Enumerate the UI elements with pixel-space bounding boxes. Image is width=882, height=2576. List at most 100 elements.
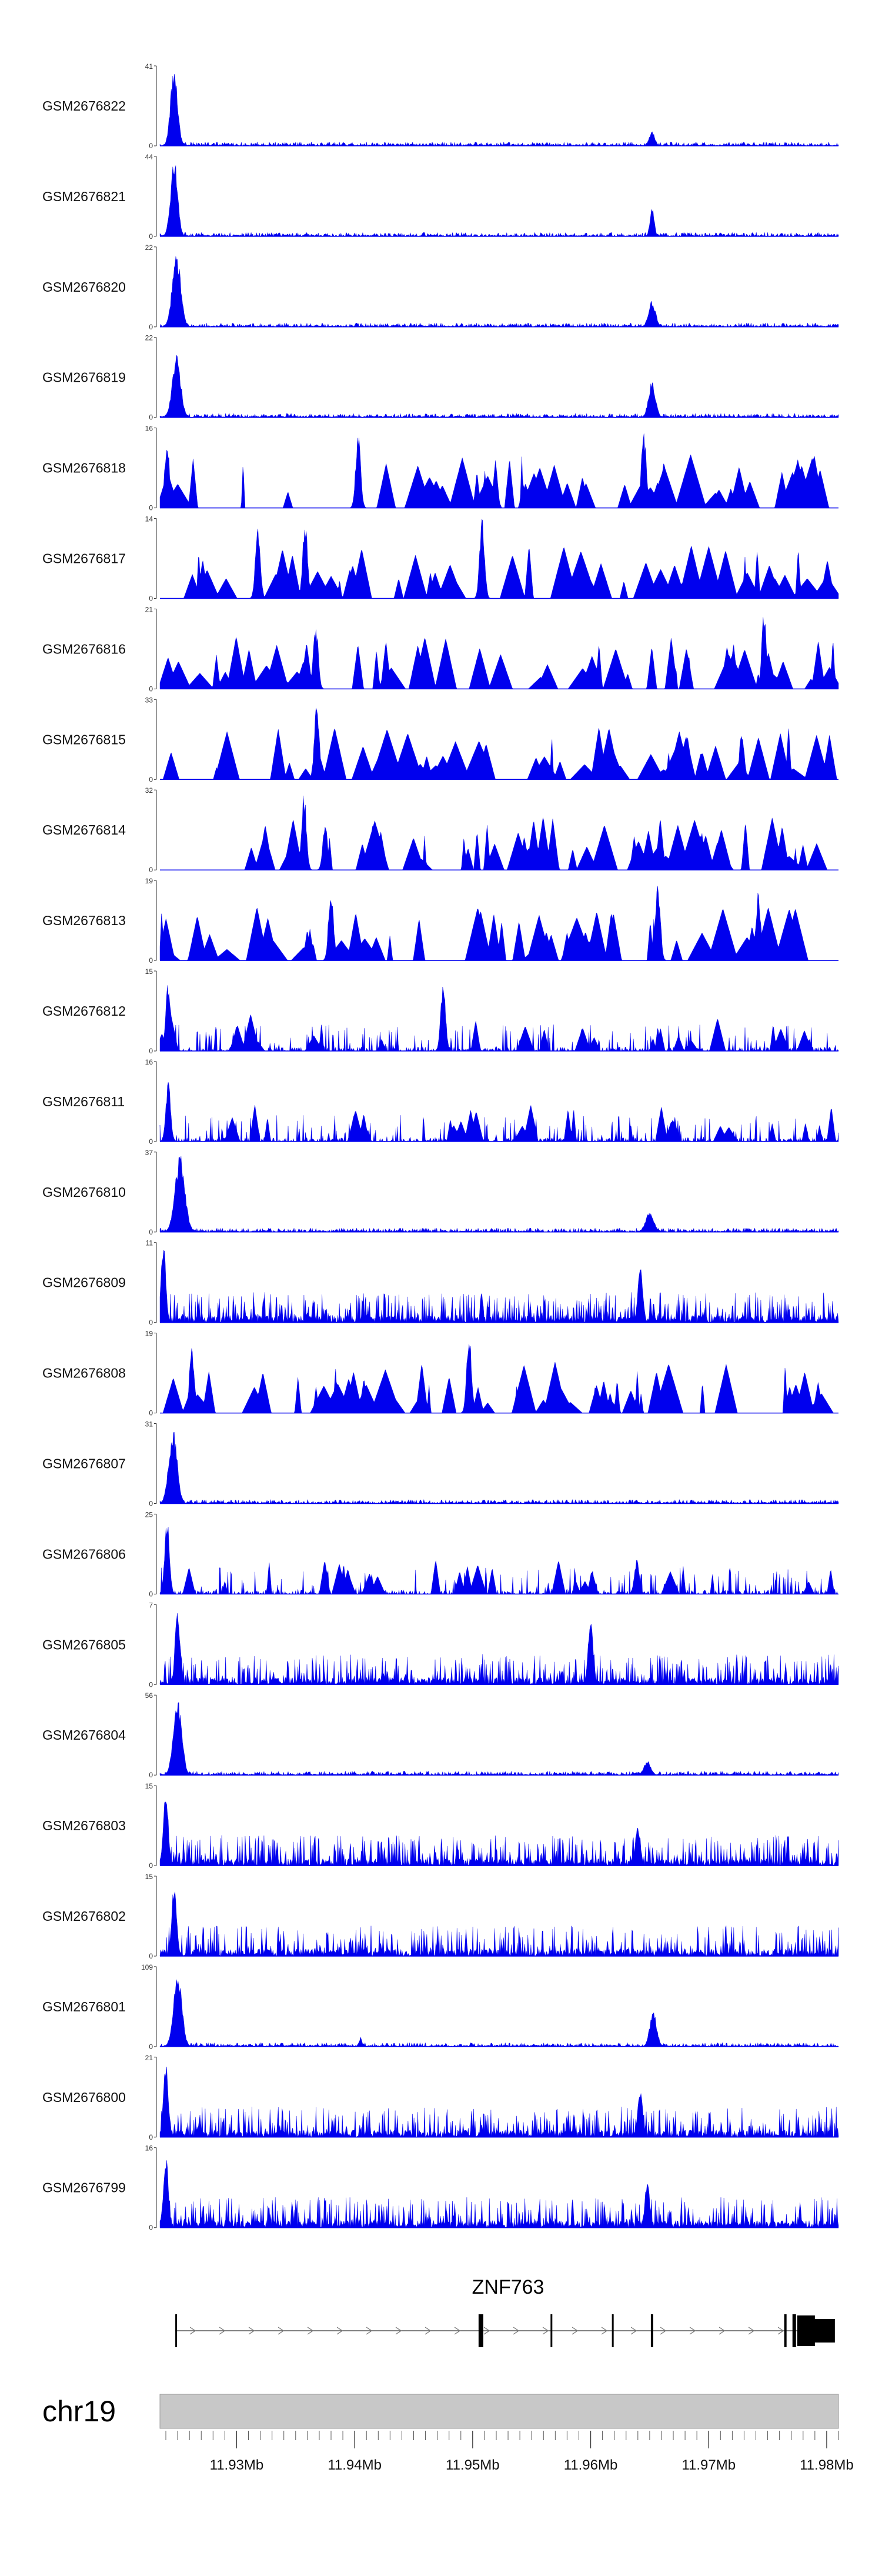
- track-GSM2676811: GSM2676811 16 0: [42, 1058, 839, 1146]
- strand-arrows: [189, 2327, 784, 2335]
- strand-arrow: [366, 2327, 373, 2335]
- y-max-label: 16: [145, 2144, 153, 2153]
- gene-exon: [175, 2314, 178, 2347]
- strand-arrow: [601, 2327, 608, 2335]
- track-label: GSM2676820: [42, 279, 126, 295]
- x-tick-label: 11.98Mb: [800, 2457, 854, 2473]
- track-GSM2676799: GSM2676799 16 0: [42, 2144, 839, 2232]
- y-min-label: 0: [149, 866, 153, 874]
- strand-arrow: [689, 2327, 696, 2335]
- coverage-area: [159, 1891, 839, 1957]
- coverage-area: [159, 1702, 839, 1776]
- track-label: GSM2676812: [42, 1003, 126, 1019]
- strand-arrow: [630, 2327, 637, 2335]
- y-max-label: 19: [145, 1330, 153, 1338]
- track-GSM2676812: GSM2676812 15 0: [42, 967, 839, 1055]
- coverage-area: [159, 433, 838, 508]
- strand-arrow: [336, 2327, 343, 2335]
- y-max-label: 37: [145, 1149, 153, 1157]
- track-GSM2676814: GSM2676814 32 0: [42, 786, 838, 874]
- strand-arrow: [483, 2327, 490, 2335]
- coverage-tracks: GSM2676822410GSM2676821440GSM2676820220G…: [42, 62, 839, 2232]
- track-label: GSM2676815: [42, 732, 126, 747]
- track-label: GSM2676804: [42, 1727, 126, 1743]
- y-min-label: 0: [149, 232, 153, 241]
- y-max-label: 56: [145, 1691, 153, 1700]
- track-label: GSM2676810: [42, 1184, 126, 1200]
- x-tick-label: 11.94Mb: [328, 2457, 382, 2473]
- y-min-label: 0: [149, 775, 153, 783]
- y-min-label: 0: [149, 1409, 153, 1417]
- track-GSM2676815: GSM2676815 33 0: [42, 696, 838, 783]
- x-axis-ticks: 11.93Mb 11.94Mb 11.95Mb 11.96Mb 11.97Mb 11.98…: [165, 2431, 854, 2473]
- y-min-label: 0: [149, 142, 153, 150]
- coverage-area: [159, 2067, 839, 2138]
- track-label: GSM2676800: [42, 2090, 126, 2105]
- track-GSM2676800: GSM2676800 21 0: [42, 2054, 839, 2141]
- track-label: GSM2676813: [42, 913, 126, 928]
- coverage-area: [160, 795, 838, 870]
- strand-arrow: [719, 2327, 726, 2335]
- x-tick-label: 11.95Mb: [446, 2457, 500, 2473]
- y-max-label: 21: [145, 2054, 153, 2062]
- y-max-label: 11: [146, 1239, 153, 1247]
- track-GSM2676807: GSM2676807 31 0: [42, 1420, 839, 1508]
- gene-name-label: ZNF763: [472, 2276, 544, 2298]
- y-min-label: 0: [149, 323, 153, 331]
- strand-arrow: [425, 2327, 432, 2335]
- track-label: GSM2676808: [42, 1366, 126, 1381]
- strand-arrow: [395, 2327, 402, 2335]
- y-max-label: 21: [145, 605, 153, 613]
- track-label: GSM2676822: [42, 98, 126, 114]
- strand-arrow: [748, 2327, 755, 2335]
- strand-arrow: [572, 2327, 579, 2335]
- y-min-label: 0: [149, 504, 153, 512]
- y-max-label: 15: [145, 1782, 153, 1790]
- y-min-label: 0: [149, 1590, 153, 1598]
- y-max-label: 44: [145, 153, 153, 161]
- track-GSM2676804: GSM2676804 56 0: [42, 1691, 839, 1779]
- strand-arrow: [513, 2327, 520, 2335]
- track-GSM2676820: GSM2676820 22 0: [42, 243, 839, 331]
- genome-axis: chr19 11.93Mb 11.94Mb 11.95Mb 11.96Mb 11.97M…: [42, 2394, 854, 2473]
- coverage-area: [159, 1979, 839, 2047]
- gene-track: ZNF763: [175, 2276, 835, 2347]
- coverage-area: [159, 256, 839, 328]
- track-GSM2676808: GSM2676808 19 0: [42, 1330, 838, 1417]
- y-max-label: 33: [145, 696, 153, 704]
- y-min-label: 0: [149, 2043, 153, 2051]
- coverage-area: [160, 519, 839, 599]
- track-GSM2676810: GSM2676810 37 0: [42, 1149, 839, 1236]
- gene-exon: [784, 2314, 787, 2347]
- track-GSM2676805: GSM2676805 7 0: [42, 1601, 839, 1689]
- coverage-area: [159, 74, 839, 146]
- coverage-area: [159, 617, 839, 689]
- y-max-label: 19: [145, 877, 153, 885]
- track-GSM2676801: GSM2676801 109 0: [42, 1963, 839, 2051]
- track-label: GSM2676802: [42, 1908, 126, 1924]
- y-min-label: 0: [149, 413, 153, 422]
- track-label: GSM2676816: [42, 641, 126, 656]
- y-min-label: 0: [149, 956, 153, 965]
- y-max-label: 25: [145, 1510, 153, 1519]
- coverage-area: [160, 1344, 838, 1413]
- track-GSM2676813: GSM2676813 19 0: [42, 877, 838, 965]
- track-GSM2676816: GSM2676816 21 0: [42, 605, 839, 693]
- y-max-label: 14: [145, 515, 153, 523]
- track-label: GSM2676806: [42, 1546, 126, 1561]
- coverage-area: [159, 1613, 839, 1685]
- gene-utr: [811, 2319, 835, 2343]
- coverage-area: [159, 1432, 839, 1504]
- strand-arrow: [248, 2327, 255, 2335]
- y-max-label: 109: [141, 1963, 153, 1971]
- track-label: GSM2676818: [42, 461, 126, 476]
- coverage-area: [159, 1527, 838, 1595]
- y-min-label: 0: [149, 685, 153, 693]
- track-GSM2676802: GSM2676802 15 0: [42, 1873, 839, 1960]
- coverage-area: [159, 1801, 839, 1866]
- track-label: GSM2676807: [42, 1456, 126, 1471]
- chromosome-ideogram: [159, 2394, 839, 2429]
- track-label: GSM2676811: [42, 1094, 125, 1109]
- track-GSM2676819: GSM2676819 22 0: [42, 334, 839, 422]
